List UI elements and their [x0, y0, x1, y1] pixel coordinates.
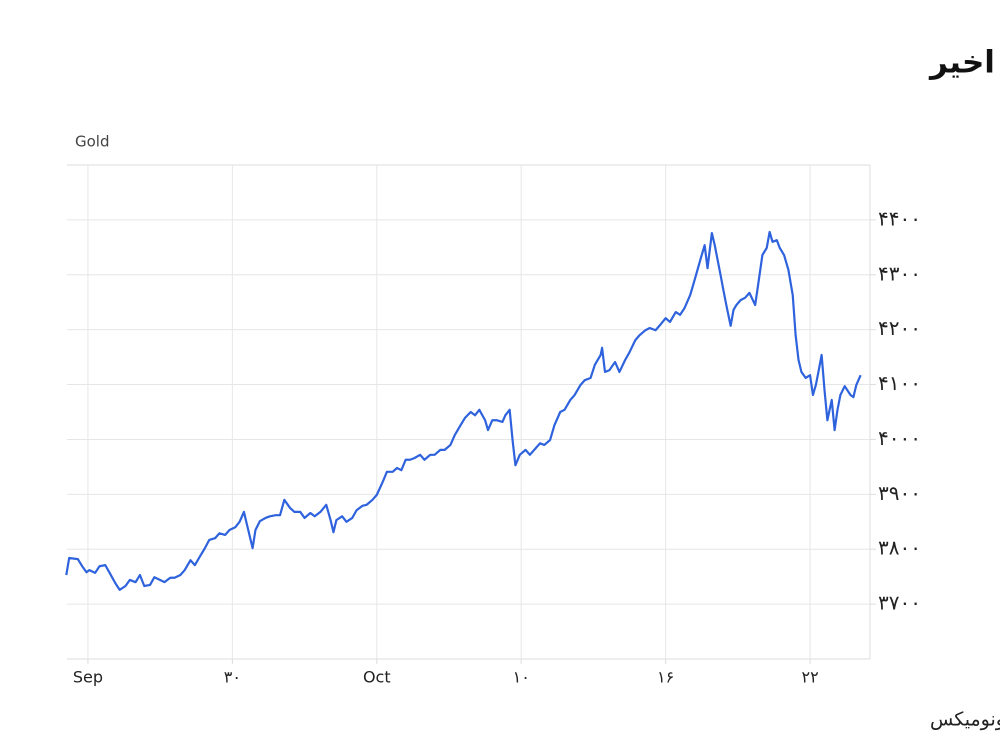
y-axis-label: Gold	[75, 133, 110, 151]
x-tick-label: ۱۶	[657, 668, 674, 687]
x-tick-label: ۳۰	[224, 668, 241, 687]
y-tick-label: ۴۰۰۰	[878, 426, 921, 450]
chart-title: روند طلای جهانی در یک ماه اخیر	[928, 45, 1000, 81]
source-note: منبع: تریدینگ اکونومیکس	[930, 709, 1000, 731]
y-tick-label: ۴۲۰۰	[878, 316, 921, 340]
y-tick-label: ۳۷۰۰	[878, 591, 921, 615]
price-line	[65, 230, 862, 591]
x-tick-label: ۲۲	[801, 668, 818, 687]
y-tick-label: ۳۹۰۰	[878, 481, 921, 505]
x-tick-label: Sep	[73, 668, 103, 687]
x-tick-label: Oct	[363, 668, 391, 687]
y-tick-label: ۳۸۰۰	[878, 536, 921, 560]
y-tick-label: ۴۳۰۰	[878, 261, 921, 285]
y-tick-label: ۴۱۰۰	[878, 371, 921, 395]
x-tick-label: ۱۰	[513, 668, 530, 687]
y-tick-label: ۴۴۰۰	[878, 206, 921, 230]
